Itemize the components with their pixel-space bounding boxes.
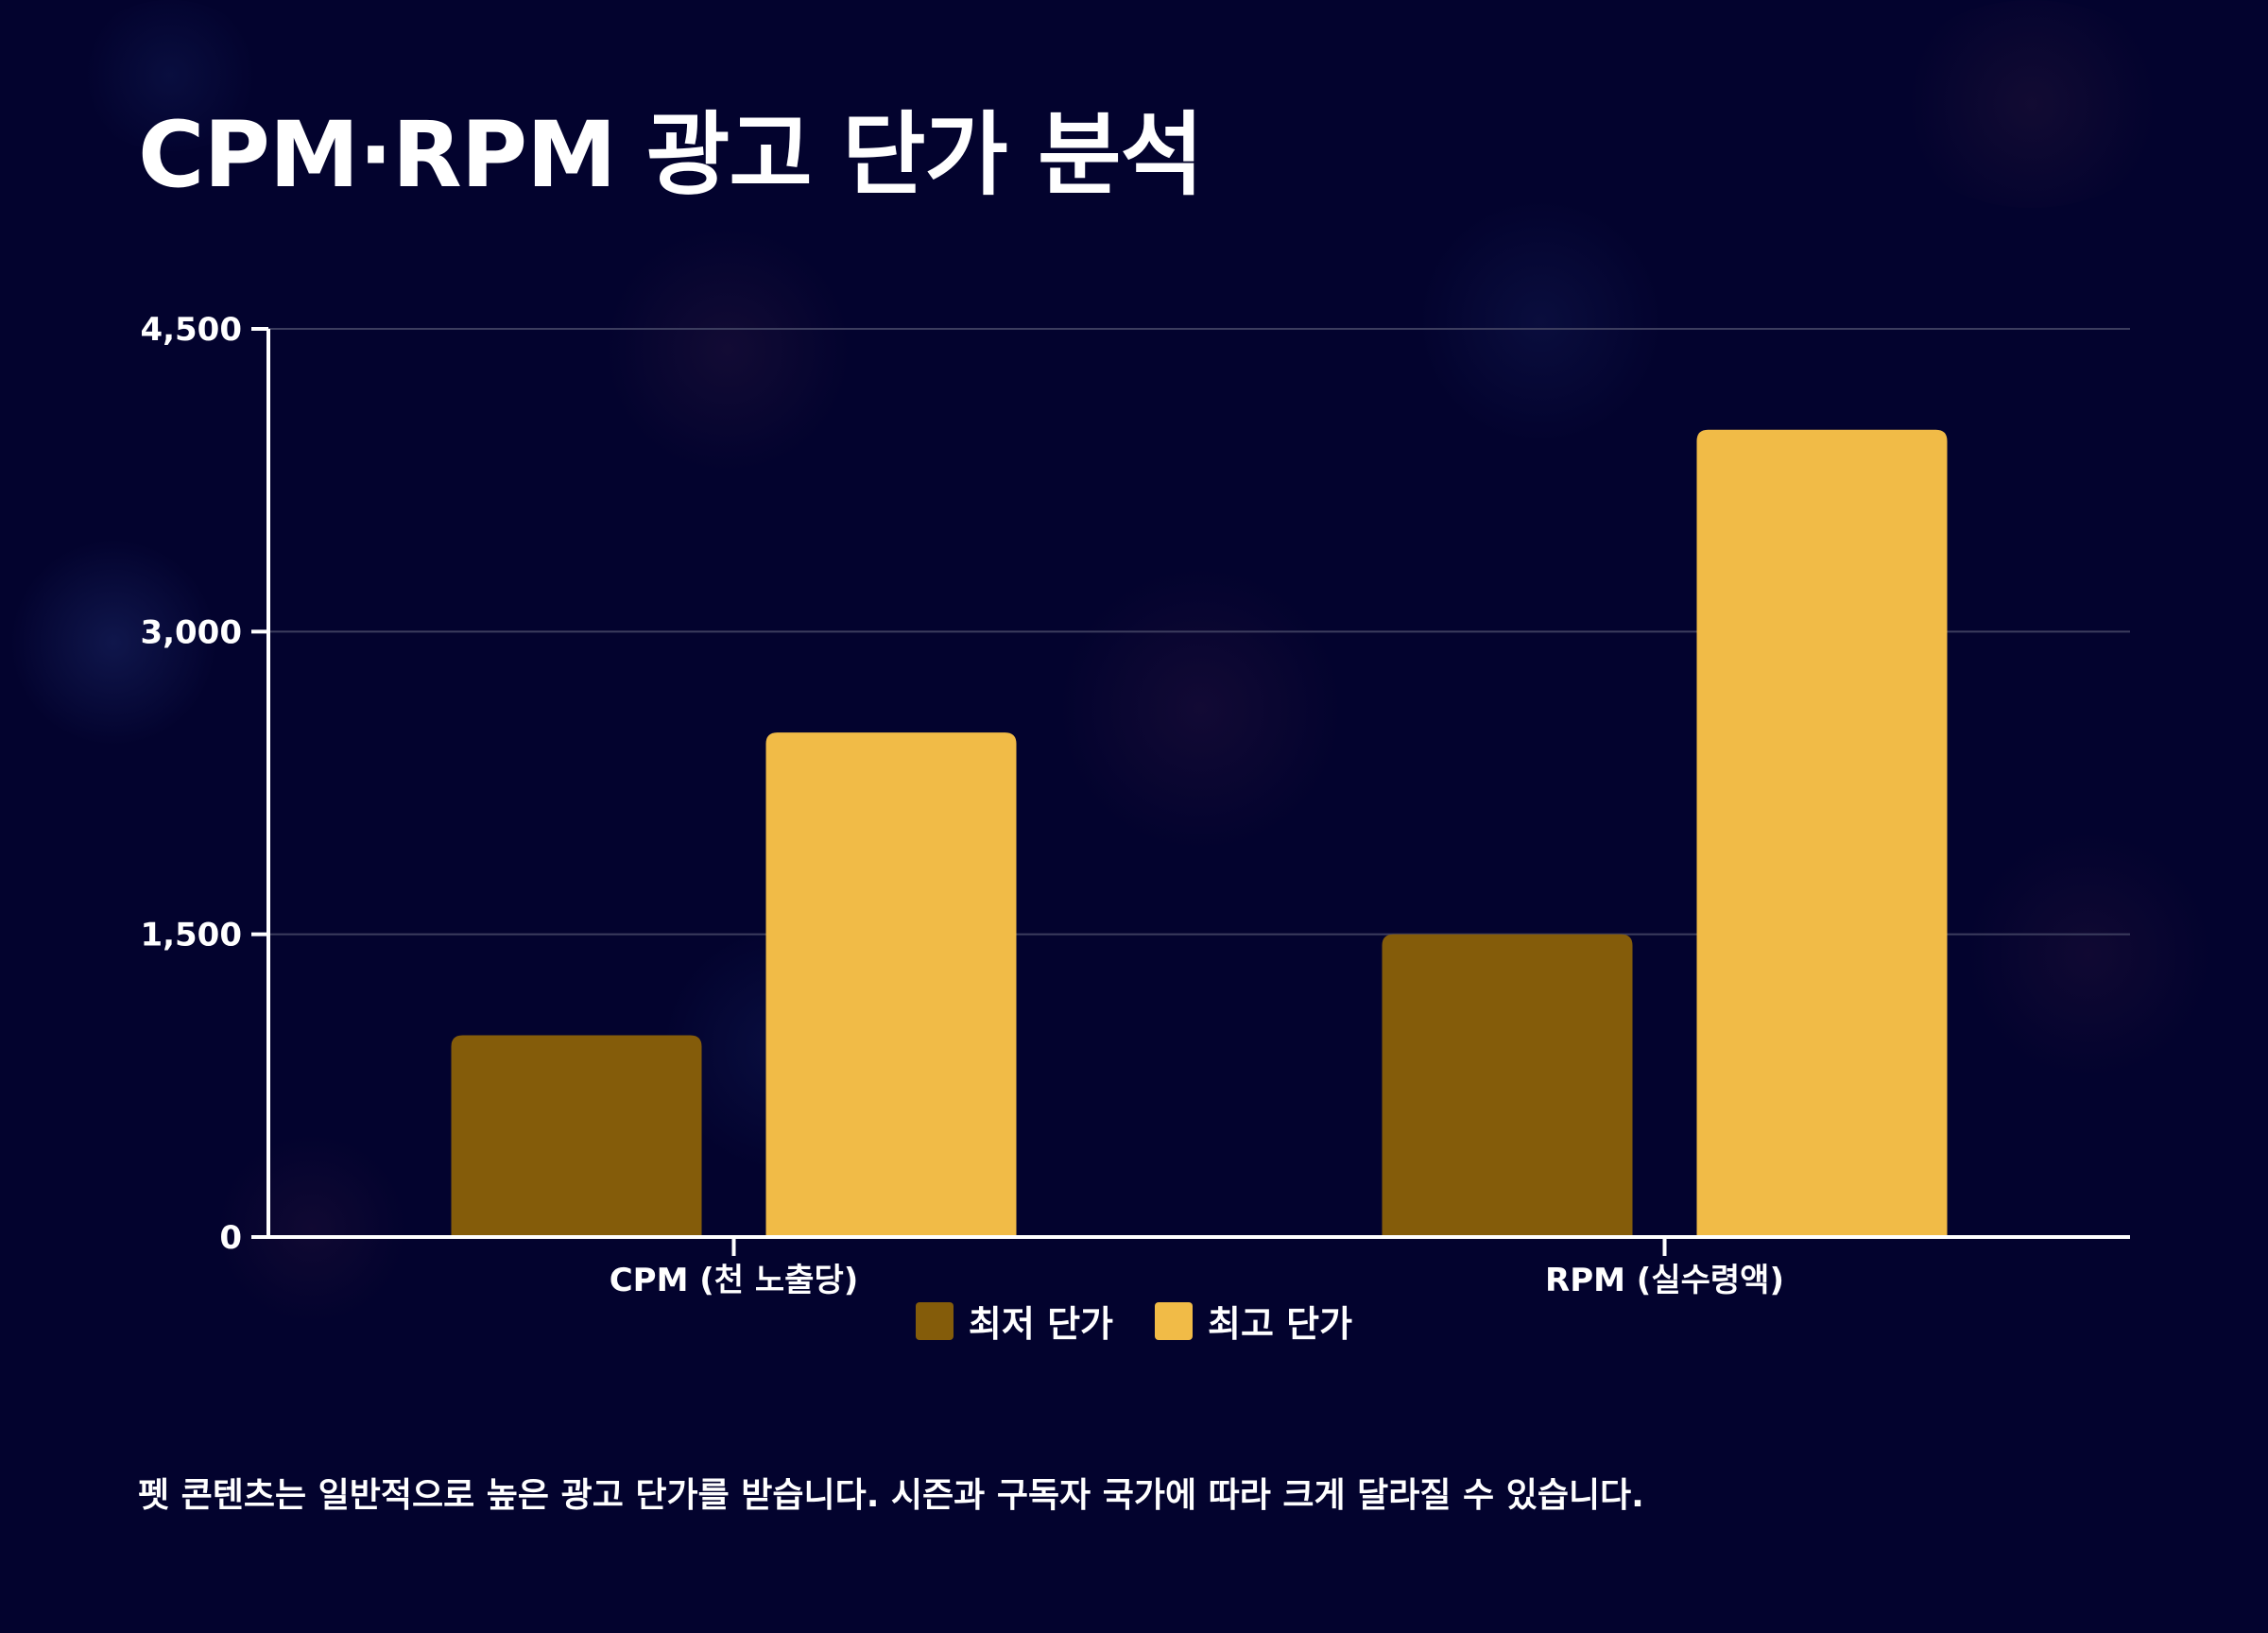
legend-item: 최고 단가: [1155, 1295, 1352, 1347]
legend-item: 최저 단가: [915, 1295, 1113, 1347]
y-tick-label: 0: [219, 1219, 242, 1257]
x-tick-label: RPM (실수령액): [1545, 1262, 1784, 1299]
bar: [1382, 934, 1633, 1237]
legend-swatch: [1155, 1301, 1193, 1340]
bar: [451, 1035, 702, 1237]
legend-swatch: [915, 1301, 954, 1340]
y-tick-label: 1,500: [140, 917, 242, 954]
y-tick-label: 3,000: [140, 613, 242, 651]
bar: [765, 732, 1017, 1237]
bar: [1696, 429, 1948, 1237]
chart-legend: 최저 단가 최고 단가: [0, 1295, 2268, 1347]
y-tick-label: 4,500: [140, 311, 242, 349]
x-tick-label: CPM (천 노출당): [610, 1262, 859, 1299]
footnote: 펫 콘텐츠는 일반적으로 높은 광고 단가를 받습니다. 시즌과 구독자 국가에…: [138, 1476, 1644, 1515]
legend-label: 최고 단가: [1208, 1303, 1353, 1345]
page-title: CPM·RPM 광고 단가 분석: [138, 102, 1204, 208]
legend-label: 최저 단가: [968, 1303, 1113, 1345]
